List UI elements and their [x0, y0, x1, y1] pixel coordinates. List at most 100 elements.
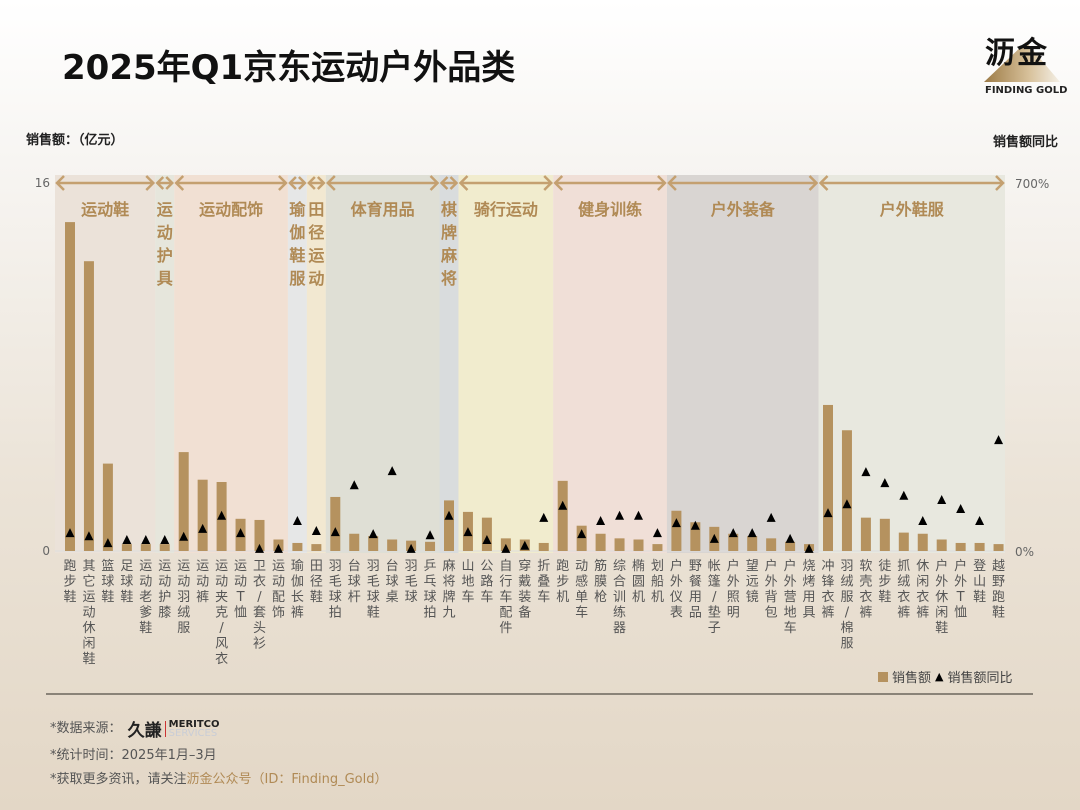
- x-tick-label: 叠: [537, 575, 550, 590]
- x-tick-label: /: [712, 590, 717, 605]
- x-tick-label: 壳: [859, 575, 872, 590]
- yoy-marker: [766, 512, 776, 522]
- x-tick-label: 老: [139, 590, 152, 605]
- group-label: 户外鞋服: [880, 200, 945, 219]
- sales-bar: [292, 542, 303, 551]
- x-tick-label: 配: [272, 590, 285, 605]
- x-tick-label: 锋: [821, 575, 834, 590]
- y-tick-label: 0: [42, 544, 50, 558]
- group-arrow-head: [543, 175, 553, 191]
- group-label: 瑜: [289, 200, 306, 219]
- x-tick-label: 羽: [329, 559, 342, 574]
- group-arrow-head: [145, 175, 156, 191]
- x-tick-label: 动: [196, 575, 209, 590]
- yoy-marker: [975, 516, 985, 526]
- meritco-logo: 久謙 MERITCO SERVICES: [128, 716, 220, 741]
- x-tick-label: 饰: [272, 606, 285, 621]
- x-tick-label: 桌: [386, 590, 399, 605]
- x-tick-label: 瑜: [291, 559, 304, 574]
- x-tick-label: 杆: [348, 590, 361, 605]
- group-arrow-head: [808, 175, 819, 191]
- group-label: 运动鞋: [81, 200, 129, 219]
- yoy-marker: [785, 533, 795, 543]
- x-tick-label: 餐: [689, 574, 702, 590]
- x-tick-label: 用: [803, 590, 816, 605]
- sales-bar: [444, 500, 454, 551]
- x-tick-label: 长: [291, 590, 304, 605]
- x-tick-label: 机: [651, 590, 664, 605]
- x-tick-label: 烤: [803, 575, 816, 590]
- group-label: 户外装备: [711, 200, 776, 219]
- group-arrow-head: [818, 175, 829, 191]
- x-tick-label: 球: [405, 590, 418, 605]
- y2-tick-label: 0%: [1015, 545, 1034, 559]
- yoy-marker: [539, 512, 549, 522]
- x-tick-label: 机: [632, 590, 645, 605]
- x-tick-label: 九: [442, 606, 455, 621]
- x-tick-label: 件: [499, 621, 512, 636]
- x-tick-label: 步: [63, 575, 76, 590]
- x-tick-label: 子: [708, 621, 721, 636]
- yoy-marker: [918, 516, 928, 526]
- yoy-marker: [842, 499, 852, 509]
- x-tick-label: 鞋: [992, 605, 1005, 621]
- sales-bar: [747, 536, 758, 551]
- sales-bar: [576, 525, 587, 551]
- x-tick-label: 动: [139, 575, 152, 590]
- group-arrow-head: [174, 175, 185, 191]
- group-label: 田: [308, 200, 324, 219]
- x-tick-label: 船: [651, 575, 664, 590]
- yoy-marker: [520, 540, 530, 550]
- x-tick-label: 牌: [442, 589, 455, 605]
- y-tick-label: 16: [35, 176, 50, 190]
- group-label: 体育用品: [351, 200, 415, 219]
- sales-bar: [121, 544, 132, 551]
- x-tick-label: 步: [556, 575, 569, 590]
- x-tick-label: 棉: [840, 621, 853, 636]
- sales-bar: [614, 538, 625, 551]
- x-tick-label: 划: [651, 559, 664, 574]
- x-tick-label: 车: [480, 589, 493, 605]
- footer-more-link[interactable]: 沥金公众号（ID：Finding_Gold）: [186, 772, 388, 787]
- sales-bar: [595, 533, 606, 551]
- sales-bar: [159, 544, 170, 551]
- x-tick-label: 户: [935, 558, 948, 574]
- group-arrow-head: [439, 176, 449, 190]
- x-tick-label: 感: [575, 574, 588, 590]
- x-tick-label: 望: [746, 558, 759, 574]
- x-tick-label: 麻: [442, 559, 455, 574]
- x-tick-label: 户: [954, 558, 967, 574]
- x-tick-label: 动: [234, 575, 247, 590]
- group-arrow-head: [326, 175, 336, 191]
- yoy-marker: [198, 523, 208, 533]
- x-tick-label: 衫: [253, 637, 266, 652]
- x-tick-label: 车: [784, 620, 797, 636]
- yoy-marker: [558, 500, 568, 510]
- x-tick-label: 运: [196, 559, 209, 574]
- x-tick-label: 软: [859, 559, 872, 574]
- group-label: 运动配饰: [199, 200, 263, 219]
- x-tick-label: 机: [556, 590, 569, 605]
- x-tick-label: 衣: [253, 574, 266, 590]
- x-tick-label: 克: [215, 606, 228, 621]
- x-tick-label: 鞋: [935, 620, 948, 636]
- x-tick-label: 闲: [935, 606, 948, 621]
- group-label: 牌: [441, 223, 457, 242]
- meritco-logo-cn: 久謙: [127, 721, 162, 741]
- x-tick-label: 品: [689, 606, 702, 621]
- sales-bar: [728, 533, 739, 551]
- group-label: 具: [157, 269, 173, 288]
- group-arrow-head: [298, 176, 307, 190]
- x-tick-label: 球: [348, 575, 361, 590]
- x-tick-label: 鞋: [139, 620, 152, 636]
- sales-bar: [823, 404, 833, 551]
- x-tick-label: 练: [613, 606, 626, 621]
- x-tick-label: 运: [139, 559, 152, 574]
- x-tick-label: 裤: [897, 606, 910, 621]
- sales-bar: [349, 533, 360, 551]
- x-tick-label: 拍: [424, 606, 437, 621]
- footer-period: *统计时间：2025年1月–3月: [50, 748, 217, 763]
- yoy-marker: [273, 543, 283, 553]
- x-tick-label: 球: [386, 575, 399, 590]
- x-tick-label: 照: [727, 590, 740, 605]
